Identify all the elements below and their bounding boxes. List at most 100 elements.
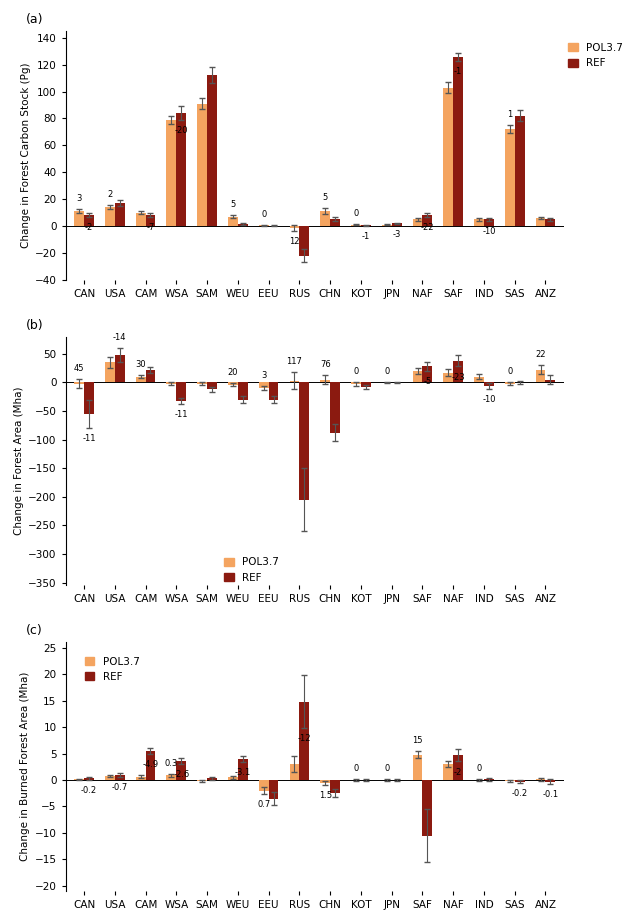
Text: -10: -10 (482, 395, 495, 404)
Bar (392, 224, 401, 226)
Text: -1: -1 (454, 67, 462, 76)
Bar (351, 383, 361, 384)
Bar (382, 225, 392, 226)
Text: 22: 22 (535, 350, 546, 359)
Text: 0: 0 (507, 367, 512, 376)
Legend: POL3.7, REF: POL3.7, REF (564, 39, 627, 72)
Text: 5: 5 (230, 200, 235, 209)
Text: 5: 5 (322, 193, 328, 202)
Text: (c): (c) (26, 625, 42, 638)
Bar (136, 377, 146, 383)
Bar (536, 218, 545, 226)
Text: 1: 1 (507, 110, 512, 119)
Bar (320, 380, 330, 383)
Bar (290, 381, 299, 383)
Bar (207, 383, 217, 389)
Bar (545, 780, 555, 782)
Bar (453, 755, 463, 780)
Text: 0: 0 (353, 764, 358, 773)
Text: 76: 76 (320, 359, 331, 369)
Bar (545, 219, 555, 226)
Bar (299, 226, 309, 256)
Text: -12: -12 (297, 735, 311, 744)
Text: -2: -2 (454, 768, 462, 777)
Text: -11: -11 (82, 434, 96, 444)
Bar (330, 219, 340, 226)
Text: -10: -10 (482, 226, 495, 236)
Bar (84, 778, 94, 780)
Text: -5: -5 (423, 377, 431, 386)
Text: 0: 0 (353, 367, 358, 376)
Text: 2: 2 (107, 190, 113, 199)
Bar (422, 367, 432, 383)
Text: -14: -14 (113, 333, 126, 342)
Bar (474, 377, 484, 383)
Text: 20: 20 (228, 368, 238, 377)
Bar (269, 780, 278, 798)
Bar (176, 113, 186, 226)
Text: 30: 30 (135, 359, 146, 369)
Bar (207, 778, 217, 780)
Bar (207, 76, 217, 226)
Bar (228, 777, 238, 780)
Text: -3.1: -3.1 (235, 768, 251, 777)
Bar (259, 383, 269, 388)
Text: -23: -23 (451, 372, 465, 382)
Y-axis label: Change in Forest Carbon Stock (Pg): Change in Forest Carbon Stock (Pg) (21, 63, 31, 249)
Text: 0: 0 (384, 367, 389, 376)
Bar (238, 224, 247, 226)
Bar (115, 774, 124, 780)
Text: -4.9: -4.9 (142, 760, 158, 770)
Legend: POL3.7, REF: POL3.7, REF (221, 553, 283, 587)
Bar (320, 780, 330, 784)
Bar (290, 226, 299, 228)
Bar (320, 212, 330, 226)
Bar (105, 362, 115, 383)
Bar (422, 780, 432, 835)
Bar (413, 755, 422, 780)
Text: -11: -11 (174, 410, 188, 419)
Bar (146, 215, 155, 226)
Bar (228, 383, 238, 384)
Bar (330, 383, 340, 432)
Bar (115, 203, 124, 226)
Text: 45: 45 (74, 364, 85, 373)
Text: 1.5: 1.5 (319, 792, 332, 800)
Text: -0.7: -0.7 (112, 783, 128, 792)
Text: 0.3: 0.3 (165, 759, 178, 768)
Bar (444, 372, 453, 383)
Bar (515, 780, 524, 782)
Bar (105, 776, 115, 780)
Text: 0: 0 (476, 764, 481, 773)
Bar (176, 761, 186, 780)
Bar (228, 216, 238, 226)
Bar (136, 777, 146, 780)
Bar (115, 355, 124, 383)
Bar (176, 383, 186, 401)
Text: 0: 0 (261, 210, 266, 219)
Bar (105, 207, 115, 226)
Bar (484, 383, 494, 386)
Text: 12: 12 (289, 237, 300, 246)
Text: -0.2: -0.2 (512, 789, 528, 798)
Bar (146, 370, 155, 383)
Text: 0: 0 (384, 764, 389, 773)
Bar (269, 383, 278, 400)
Text: 117: 117 (287, 357, 303, 366)
Bar (536, 370, 545, 383)
Bar (484, 219, 494, 226)
Legend: POL3.7, REF: POL3.7, REF (81, 652, 144, 687)
Text: -2: -2 (85, 224, 93, 233)
Bar (238, 383, 247, 400)
Y-axis label: Change in Burned Forest Area (Mha): Change in Burned Forest Area (Mha) (21, 672, 30, 861)
Bar (444, 88, 453, 226)
Text: (a): (a) (26, 13, 43, 26)
Text: (b): (b) (26, 319, 44, 332)
Text: -7: -7 (146, 224, 154, 233)
Bar (290, 764, 299, 780)
Bar (197, 103, 207, 226)
Bar (545, 380, 555, 383)
Bar (84, 383, 94, 414)
Bar (197, 780, 207, 781)
Text: -2.6: -2.6 (173, 771, 189, 779)
